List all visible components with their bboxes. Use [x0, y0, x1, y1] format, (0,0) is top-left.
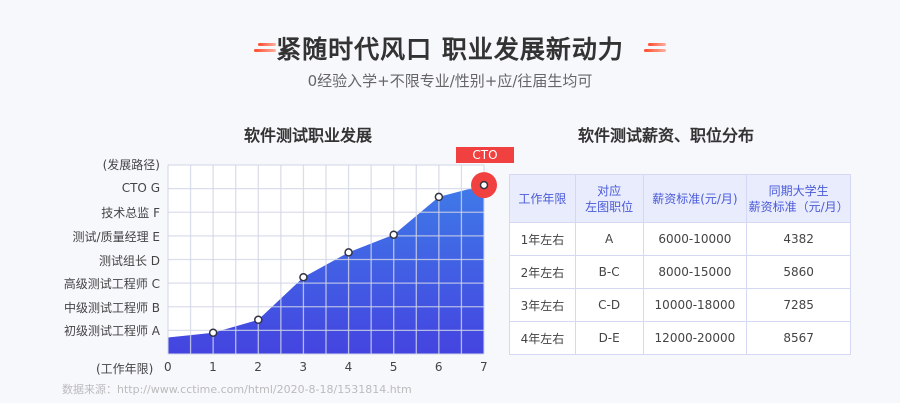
x-tick-label: 0	[164, 360, 172, 374]
data-source: 数据来源：http://www.cctime.com/html/2020-8-1…	[62, 383, 412, 396]
data-point-6	[434, 192, 444, 202]
table-cell: A	[574, 222, 644, 256]
data-point-2	[254, 315, 263, 324]
table-cell: D-E	[574, 321, 644, 355]
salary-table: 工作年限 对应 左图职位 薪资标准(元/月) 同期大学生 薪资标准（元/月） 1年左右…	[509, 174, 851, 355]
career-chart	[167, 164, 497, 355]
y-tick-label: 测试组长 D	[98, 253, 160, 268]
table-cell: 2年左右	[509, 255, 576, 289]
table-cell: 3年左右	[509, 288, 576, 322]
y-tick-label: 中级测试工程师 B	[63, 300, 160, 315]
table-cell: 4年左右	[509, 321, 576, 355]
x-tick-label: 7	[480, 360, 488, 374]
y-tick-label: 技术总监 F	[101, 206, 160, 221]
data-point-3	[299, 272, 308, 282]
table-cell: 8567	[746, 321, 851, 355]
title-decoration-right	[644, 40, 666, 55]
data-point-5	[389, 230, 398, 239]
x-tick-label: 4	[344, 360, 353, 374]
x-tick-label: 5	[389, 360, 398, 374]
table-cell: C-D	[574, 288, 644, 322]
table-cell: 4382	[746, 222, 851, 256]
x-tick-label: 3	[299, 360, 308, 374]
y-tick-label: CTO G	[121, 180, 160, 195]
cto-annotation: CTO	[456, 147, 514, 163]
column-header: 薪资标准(元/月)	[642, 174, 748, 223]
page-subtitle: 0经验入学+不限专业/性别+应/往届生均可	[307, 72, 593, 90]
table-title: 软件测试薪资、职位分布	[578, 126, 755, 145]
page-title: 紧随时代风口 职业发展新动力	[276, 35, 624, 64]
data-point-7	[479, 180, 489, 190]
data-point-1	[208, 328, 218, 337]
x-tick-label: 6	[434, 360, 443, 374]
column-header: 对应 左图职位	[574, 174, 644, 223]
table-cell: 12000-20000	[642, 321, 748, 355]
x-axis-label: (工作年限)	[96, 362, 154, 376]
y-tick-label: 高级测试工程师 C	[63, 277, 160, 292]
table-row: 4年左右 D-E 12000-20000 8567	[509, 321, 851, 355]
table-cell: 1年左右	[509, 222, 576, 256]
table-cell: B-C	[574, 255, 644, 289]
y-tick-label: 初级测试工程师 A	[63, 324, 160, 339]
table-cell: 8000-15000	[642, 255, 748, 289]
chart-title: 软件测试职业发展	[244, 126, 373, 145]
table-cell: 7285	[746, 288, 851, 322]
table-cell: 5860	[746, 255, 851, 289]
y-tick-label: 测试/质量经理 E	[72, 229, 160, 244]
table-cell: 6000-10000	[642, 222, 748, 256]
table-row: 1年左右 A 6000-10000 4382	[509, 222, 851, 256]
title-decoration-left	[254, 40, 276, 55]
y-axis-label: (发展路径)	[102, 158, 160, 172]
table-row: 3年左右 C-D 10000-18000 7285	[509, 288, 851, 322]
column-header: 同期大学生 薪资标准（元/月）	[746, 174, 851, 223]
x-tick-label: 2	[254, 360, 262, 374]
x-tick-label: 1	[209, 360, 217, 374]
column-header: 工作年限	[509, 174, 576, 223]
table-row: 2年左右 B-C 8000-15000 5860	[509, 255, 851, 289]
table-cell: 10000-18000	[642, 288, 748, 322]
data-point-4	[344, 248, 353, 257]
